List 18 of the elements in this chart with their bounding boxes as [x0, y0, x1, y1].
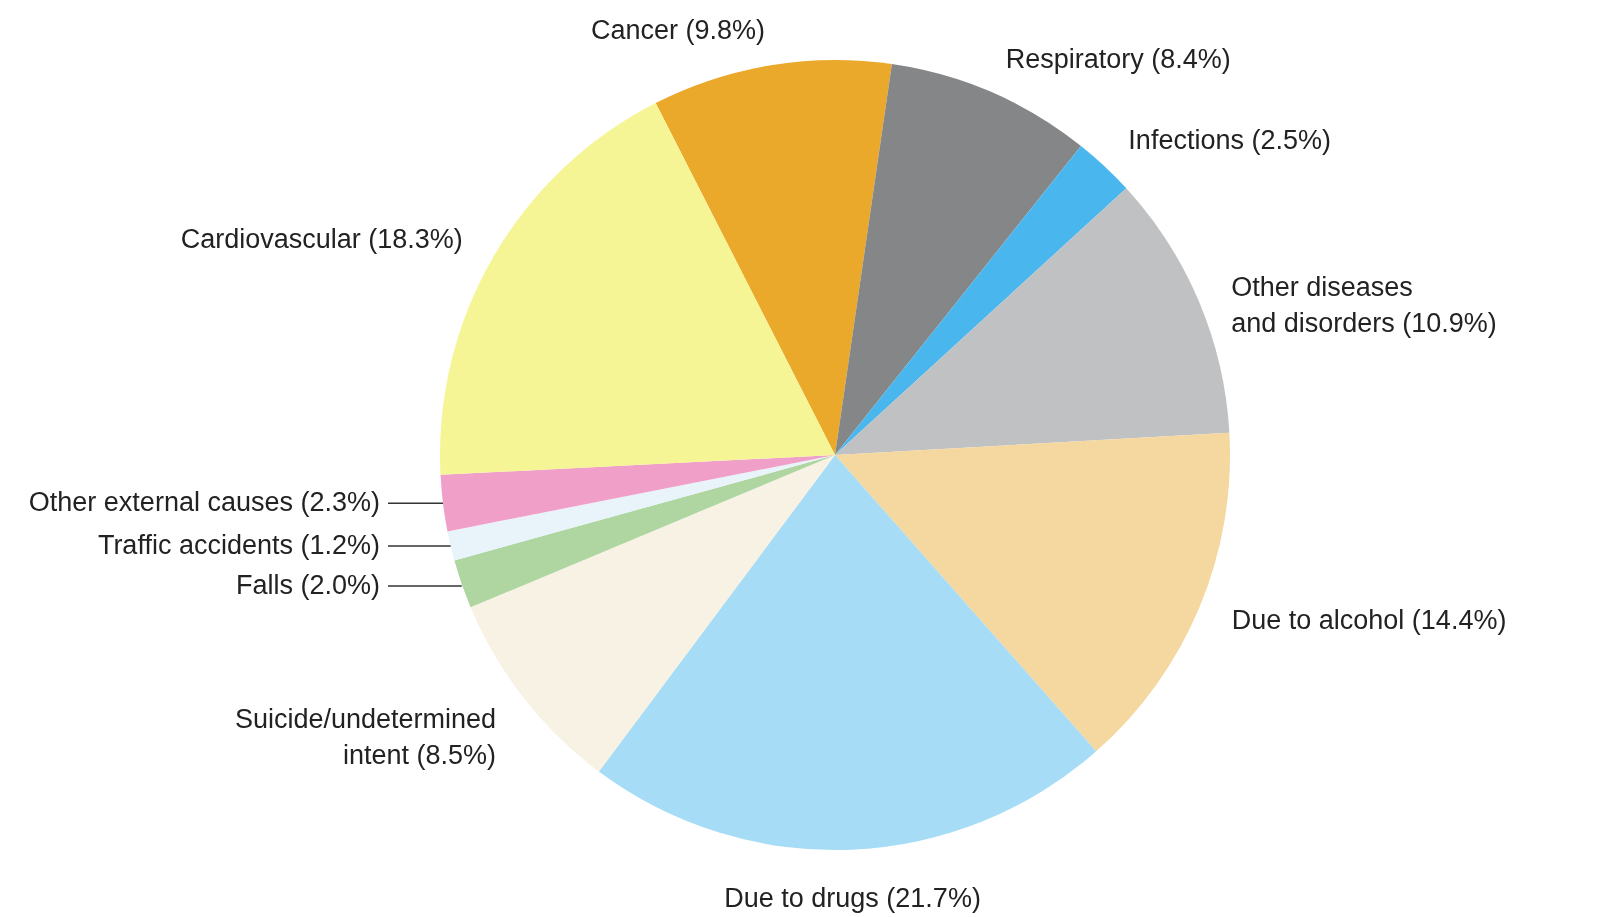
pie-slice [655, 60, 892, 455]
pie-slice [835, 432, 1230, 752]
pie-slice [835, 145, 1127, 455]
slice-label: Other diseases and disorders (10.9%) [1231, 271, 1497, 338]
slice-label: Suicide/undetermined intent (8.5%) [234, 703, 497, 770]
slice-label: Due to drugs (21.7%) [724, 882, 981, 913]
slice-label: Cardiovascular (18.3%) [180, 223, 463, 254]
slice-label: Due to alcohol (14.4%) [1231, 604, 1507, 635]
slice-label: Traffic accidents (1.2%) [97, 530, 380, 560]
pie-slice [454, 455, 835, 608]
pie-slice [440, 455, 835, 532]
slice-label: Cancer (9.8%) [590, 14, 766, 45]
slice-label: Respiratory (8.4%) [1005, 44, 1231, 75]
pie-slice [598, 455, 1097, 850]
slice-label: Falls (2.0%) [235, 570, 380, 600]
pie-slice [835, 188, 1230, 455]
slice-label: Other external causes (2.3%) [28, 487, 380, 518]
slice-label: Infections (2.5%) [1128, 124, 1331, 155]
